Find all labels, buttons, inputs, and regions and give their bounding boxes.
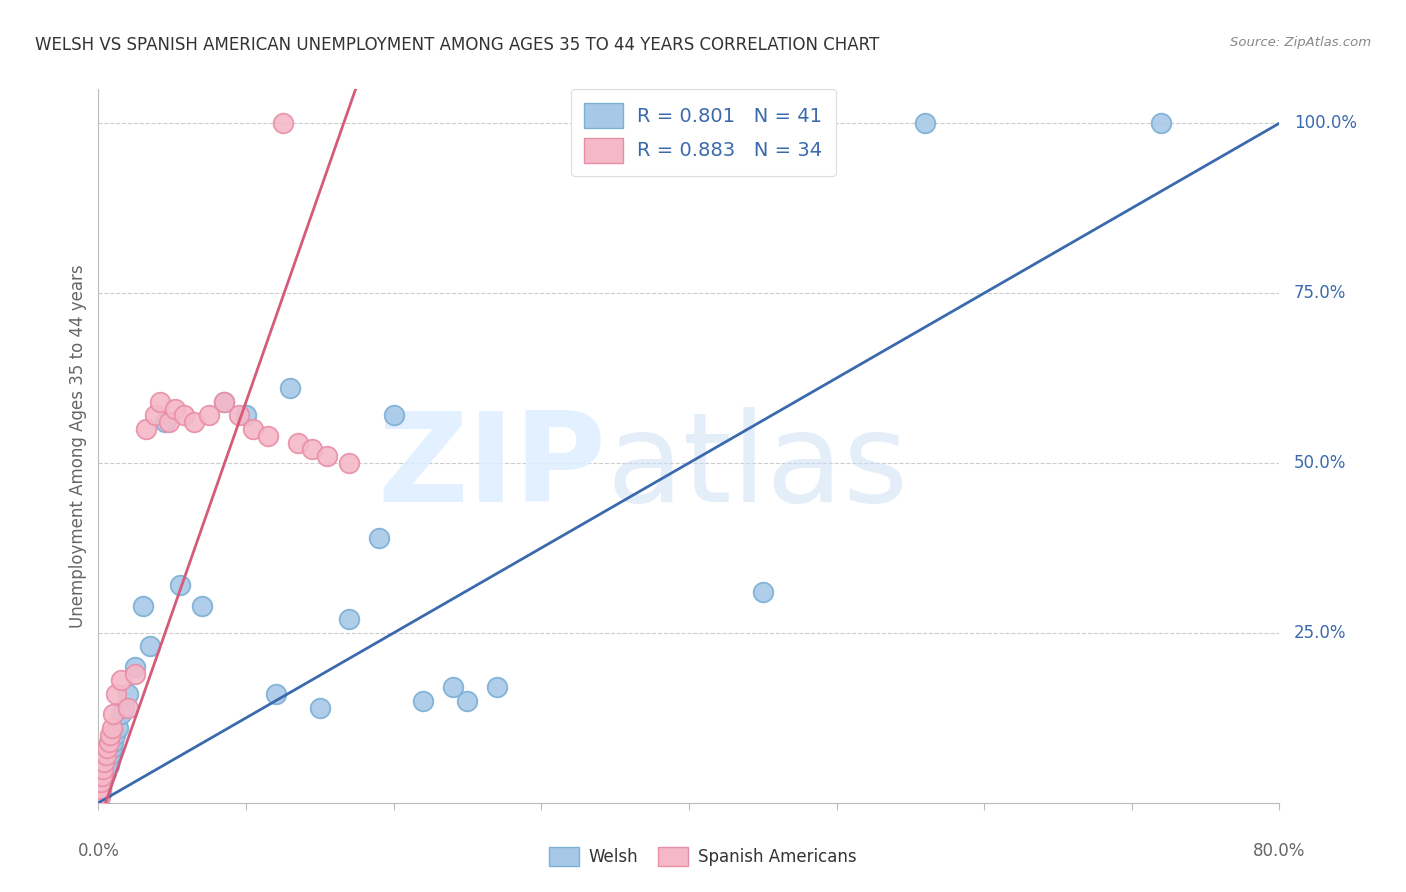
Point xyxy=(486,680,509,694)
Point xyxy=(96,755,118,769)
Point xyxy=(124,660,146,674)
Point xyxy=(339,456,361,470)
Point xyxy=(105,687,128,701)
Point xyxy=(89,792,111,806)
Point xyxy=(143,409,166,423)
Point xyxy=(228,409,250,423)
Point xyxy=(107,721,129,735)
Point xyxy=(309,700,332,714)
Text: WELSH VS SPANISH AMERICAN UNEMPLOYMENT AMONG AGES 35 TO 44 YEARS CORRELATION CHA: WELSH VS SPANISH AMERICAN UNEMPLOYMENT A… xyxy=(35,36,879,54)
Point xyxy=(112,700,135,714)
Point xyxy=(287,435,309,450)
Point xyxy=(441,680,464,694)
Point xyxy=(90,786,112,800)
Point xyxy=(169,578,191,592)
Point xyxy=(157,415,180,429)
Point xyxy=(104,728,127,742)
Text: Source: ZipAtlas.com: Source: ZipAtlas.com xyxy=(1230,36,1371,49)
Text: 75.0%: 75.0% xyxy=(1294,284,1346,302)
Point xyxy=(91,769,114,783)
Point xyxy=(605,116,627,130)
Point xyxy=(110,673,132,688)
Point xyxy=(165,401,187,416)
Text: 50.0%: 50.0% xyxy=(1294,454,1346,472)
Text: 80.0%: 80.0% xyxy=(1253,842,1306,860)
Point xyxy=(89,792,111,806)
Point xyxy=(1150,116,1173,130)
Point xyxy=(149,394,172,409)
Point xyxy=(124,666,146,681)
Point xyxy=(368,531,391,545)
Point xyxy=(93,755,115,769)
Point xyxy=(198,409,221,423)
Point xyxy=(98,748,121,763)
Point xyxy=(382,409,405,423)
Point xyxy=(212,394,235,409)
Point xyxy=(257,429,280,443)
Point xyxy=(89,789,111,803)
Text: 25.0%: 25.0% xyxy=(1294,624,1346,642)
Point xyxy=(100,721,122,735)
Point xyxy=(301,442,323,457)
Point xyxy=(96,741,118,756)
Point xyxy=(212,394,235,409)
Point xyxy=(139,640,162,654)
Point xyxy=(183,415,205,429)
Point xyxy=(264,687,287,701)
Point xyxy=(94,748,117,763)
Point xyxy=(271,116,294,130)
Point xyxy=(153,415,176,429)
Point xyxy=(97,734,120,748)
Point xyxy=(235,409,257,423)
Point xyxy=(103,707,125,722)
Text: atlas: atlas xyxy=(606,407,908,528)
Point xyxy=(90,782,112,797)
Point xyxy=(97,758,120,772)
Point xyxy=(752,585,775,599)
Point xyxy=(191,599,214,613)
Point xyxy=(242,422,264,436)
Point xyxy=(412,694,434,708)
Point xyxy=(173,409,195,423)
Y-axis label: Unemployment Among Ages 35 to 44 years: Unemployment Among Ages 35 to 44 years xyxy=(69,264,87,628)
Point xyxy=(678,116,700,130)
Point xyxy=(98,728,121,742)
Point xyxy=(91,775,114,789)
Point xyxy=(132,599,155,613)
Point xyxy=(110,707,132,722)
Text: ZIP: ZIP xyxy=(378,407,606,528)
Text: 100.0%: 100.0% xyxy=(1294,114,1357,132)
Point xyxy=(280,381,302,395)
Legend: Welsh, Spanish Americans: Welsh, Spanish Americans xyxy=(543,840,863,873)
Point xyxy=(100,741,122,756)
Point xyxy=(91,762,114,776)
Point xyxy=(117,687,139,701)
Point xyxy=(93,762,115,776)
Point xyxy=(89,789,111,803)
Point xyxy=(117,700,139,714)
Point xyxy=(90,782,112,797)
Point xyxy=(94,765,117,780)
Point xyxy=(339,612,361,626)
Point xyxy=(135,422,157,436)
Point xyxy=(90,775,112,789)
Point xyxy=(457,694,479,708)
Point xyxy=(316,449,339,463)
Text: 0.0%: 0.0% xyxy=(77,842,120,860)
Legend: R = 0.801   N = 41, R = 0.883   N = 34: R = 0.801 N = 41, R = 0.883 N = 34 xyxy=(571,89,835,176)
Point xyxy=(914,116,936,130)
Point xyxy=(103,734,125,748)
Point xyxy=(91,769,114,783)
